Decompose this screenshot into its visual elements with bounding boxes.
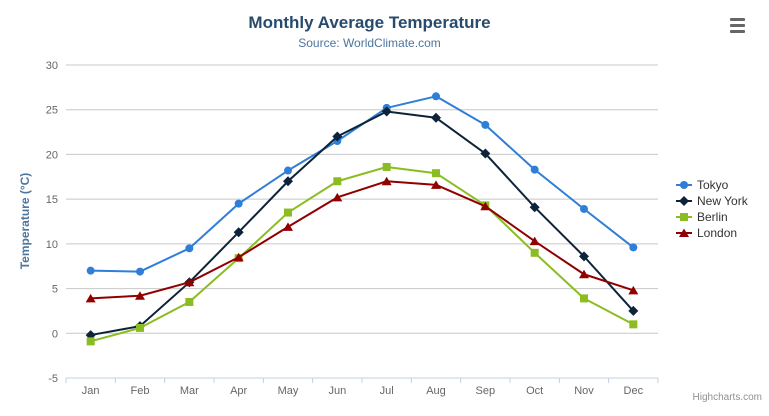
credits-link[interactable]: Highcharts.com <box>692 392 762 403</box>
x-axis-category-label: Dec <box>624 385 644 397</box>
series-tokyo[interactable] <box>86 92 638 276</box>
series-line-tokyo[interactable] <box>89 95 635 273</box>
square-marker[interactable] <box>333 177 342 186</box>
triangle-marker[interactable] <box>381 176 392 186</box>
diamond-marker[interactable] <box>332 131 343 142</box>
triangle-marker[interactable] <box>431 180 441 189</box>
x-axis-category-label: May <box>278 385 299 397</box>
diamond-marker[interactable] <box>529 202 540 213</box>
legend-item-berlin[interactable]: Berlin <box>676 210 728 224</box>
square-marker[interactable] <box>382 162 391 171</box>
y-axis-tick-label: 0 <box>52 328 58 340</box>
x-axis-category-label: Jul <box>380 385 394 397</box>
diamond-marker[interactable] <box>431 112 441 123</box>
circle-marker[interactable] <box>185 244 194 253</box>
triangle-marker[interactable] <box>135 291 145 300</box>
x-axis-category-label: Mar <box>180 385 199 397</box>
circle-marker[interactable] <box>432 92 440 101</box>
circle-marker[interactable] <box>86 266 95 275</box>
x-axis-category-label: Oct <box>526 385 543 397</box>
diamond-marker[interactable] <box>628 305 639 316</box>
circle-marker[interactable] <box>481 120 490 129</box>
chart-subtitle: Source: WorldClimate.com <box>298 36 441 50</box>
series-london[interactable] <box>85 176 639 303</box>
y-axis-tick-label: -5 <box>48 373 58 385</box>
circle-marker[interactable] <box>284 166 292 175</box>
square-marker[interactable] <box>136 323 144 332</box>
legend-item-london[interactable]: London <box>676 226 737 240</box>
chart-title: Monthly Average Temperature <box>248 13 491 32</box>
hamburger-menu-icon <box>730 30 745 33</box>
triangle-marker[interactable] <box>529 236 540 246</box>
legend-label: New York <box>697 194 749 208</box>
legend-label: Berlin <box>697 210 728 224</box>
legend-label: Tokyo <box>697 178 729 192</box>
triangle-marker[interactable] <box>184 277 195 287</box>
x-axis-category-label: Aug <box>426 385 446 397</box>
x-axis-category-label: Feb <box>131 385 150 397</box>
triangle-marker[interactable] <box>579 269 589 279</box>
export-menu-button[interactable] <box>728 16 748 36</box>
series-line-new-york[interactable] <box>89 110 635 337</box>
legend-item-tokyo[interactable]: Tokyo <box>676 178 729 192</box>
circle-marker <box>680 181 688 189</box>
diamond-marker[interactable] <box>480 148 491 159</box>
legend: Tokyo New York Berlin London <box>676 178 749 240</box>
y-axis-tick-label: 5 <box>52 284 58 296</box>
series-new-york[interactable] <box>85 106 639 341</box>
x-axis-category-label: Jun <box>328 385 346 397</box>
triangle-marker[interactable] <box>85 293 96 303</box>
y-axis-tick-label: 20 <box>46 149 58 161</box>
diamond-marker[interactable] <box>579 251 589 262</box>
square-marker[interactable] <box>629 320 638 329</box>
diamond-marker[interactable] <box>233 227 244 238</box>
x-axis-category-label: Apr <box>230 385 247 397</box>
diamond-marker[interactable] <box>381 106 392 117</box>
legend-item-new-york[interactable]: New York <box>676 194 749 208</box>
y-axis-tick-label: 25 <box>46 105 58 117</box>
y-axis-tick-label: 10 <box>46 239 58 251</box>
circle-marker[interactable] <box>580 204 588 213</box>
series-line-berlin[interactable] <box>89 165 635 343</box>
square-marker[interactable] <box>432 169 440 178</box>
x-axis-category-label: Jan <box>82 385 100 397</box>
x-axis-category-label: Sep <box>476 385 496 397</box>
triangle-marker <box>679 228 689 237</box>
hamburger-menu-icon <box>730 24 745 27</box>
square-marker <box>680 213 688 221</box>
triangle-marker[interactable] <box>628 285 639 295</box>
square-marker[interactable] <box>284 208 292 217</box>
triangle-marker[interactable] <box>480 201 491 211</box>
x-axis-category-label: Nov <box>574 385 594 397</box>
legend-label: London <box>697 226 737 240</box>
circle-marker[interactable] <box>629 243 638 252</box>
triangle-marker[interactable] <box>233 252 244 262</box>
y-axis-tick-label: 15 <box>46 194 58 206</box>
hamburger-menu-icon <box>730 18 745 21</box>
circle-marker[interactable] <box>136 267 144 276</box>
y-axis-tick-label: 30 <box>46 60 58 72</box>
circle-marker[interactable] <box>530 165 539 174</box>
x-axis: Jan Feb Mar Apr May Jun Jul Aug Sep Oct Nov Dec <box>65 377 659 397</box>
square-marker[interactable] <box>530 248 539 257</box>
circle-marker[interactable] <box>234 199 243 208</box>
series-line-london[interactable] <box>89 180 635 300</box>
triangle-marker[interactable] <box>283 222 293 231</box>
gridlines: -5 0 5 10 15 20 25 30 <box>46 60 658 385</box>
triangle-marker[interactable] <box>332 192 343 202</box>
diamond-marker <box>679 196 689 206</box>
square-marker[interactable] <box>185 297 194 306</box>
square-marker[interactable] <box>580 294 588 303</box>
square-marker[interactable] <box>86 337 95 346</box>
diamond-marker[interactable] <box>283 176 293 187</box>
